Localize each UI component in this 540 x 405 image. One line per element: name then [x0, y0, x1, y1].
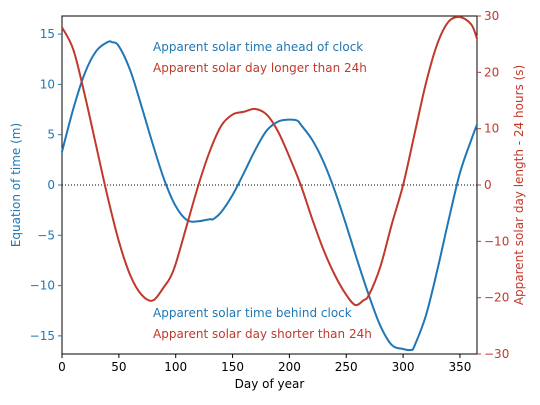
annotation-day-shorter: Apparent solar day shorter than 24h	[153, 327, 372, 341]
x-tick-label: 0	[58, 360, 66, 374]
y-right-tick-label: −20	[484, 291, 509, 305]
y-right-tick-label: 30	[484, 9, 499, 23]
ticks-group: 0 50 100 150 200 250 300 350151050−5−10−1530201…	[30, 9, 510, 374]
y-left-tick-label: 15	[40, 27, 55, 41]
x-tick-label: 100	[164, 360, 187, 374]
annotation-eot-ahead: Apparent solar time ahead of clock	[153, 40, 363, 54]
y-right-tick-label: 0	[484, 178, 492, 192]
day-length-line	[61, 16, 478, 307]
x-tick-label: 50	[111, 360, 126, 374]
x-tick-label: 150	[221, 360, 244, 374]
y-left-tick-label: −5	[37, 228, 55, 242]
equation-of-time-line	[61, 40, 478, 352]
y-left-tick-label: 5	[47, 128, 55, 142]
y-right-tick-label: −30	[484, 347, 509, 361]
y-left-tick-label: −10	[30, 279, 55, 293]
annotation-day-longer: Apparent solar day longer than 24h	[153, 61, 367, 75]
y-left-tick-label: −15	[30, 329, 55, 343]
y-left-tick-label: 10	[40, 77, 55, 91]
y-right-tick-label: −10	[484, 234, 509, 248]
x-axis-label: Day of year	[235, 377, 305, 391]
y-left-tick-label: 0	[47, 178, 55, 192]
x-tick-label: 300	[392, 360, 415, 374]
y-right-tick-label: 20	[484, 65, 499, 79]
annotation-eot-behind: Apparent solar time behind clock	[153, 306, 352, 320]
x-tick-label: 350	[448, 360, 471, 374]
y-axis-right-label: Apparent solar day length - 24 hours (s)	[512, 65, 526, 305]
y-right-tick-label: 10	[484, 122, 499, 136]
x-tick-label: 200	[278, 360, 301, 374]
y-axis-left-label: Equation of time (m)	[9, 123, 23, 247]
x-tick-label: 250	[335, 360, 358, 374]
series-group	[61, 16, 478, 352]
